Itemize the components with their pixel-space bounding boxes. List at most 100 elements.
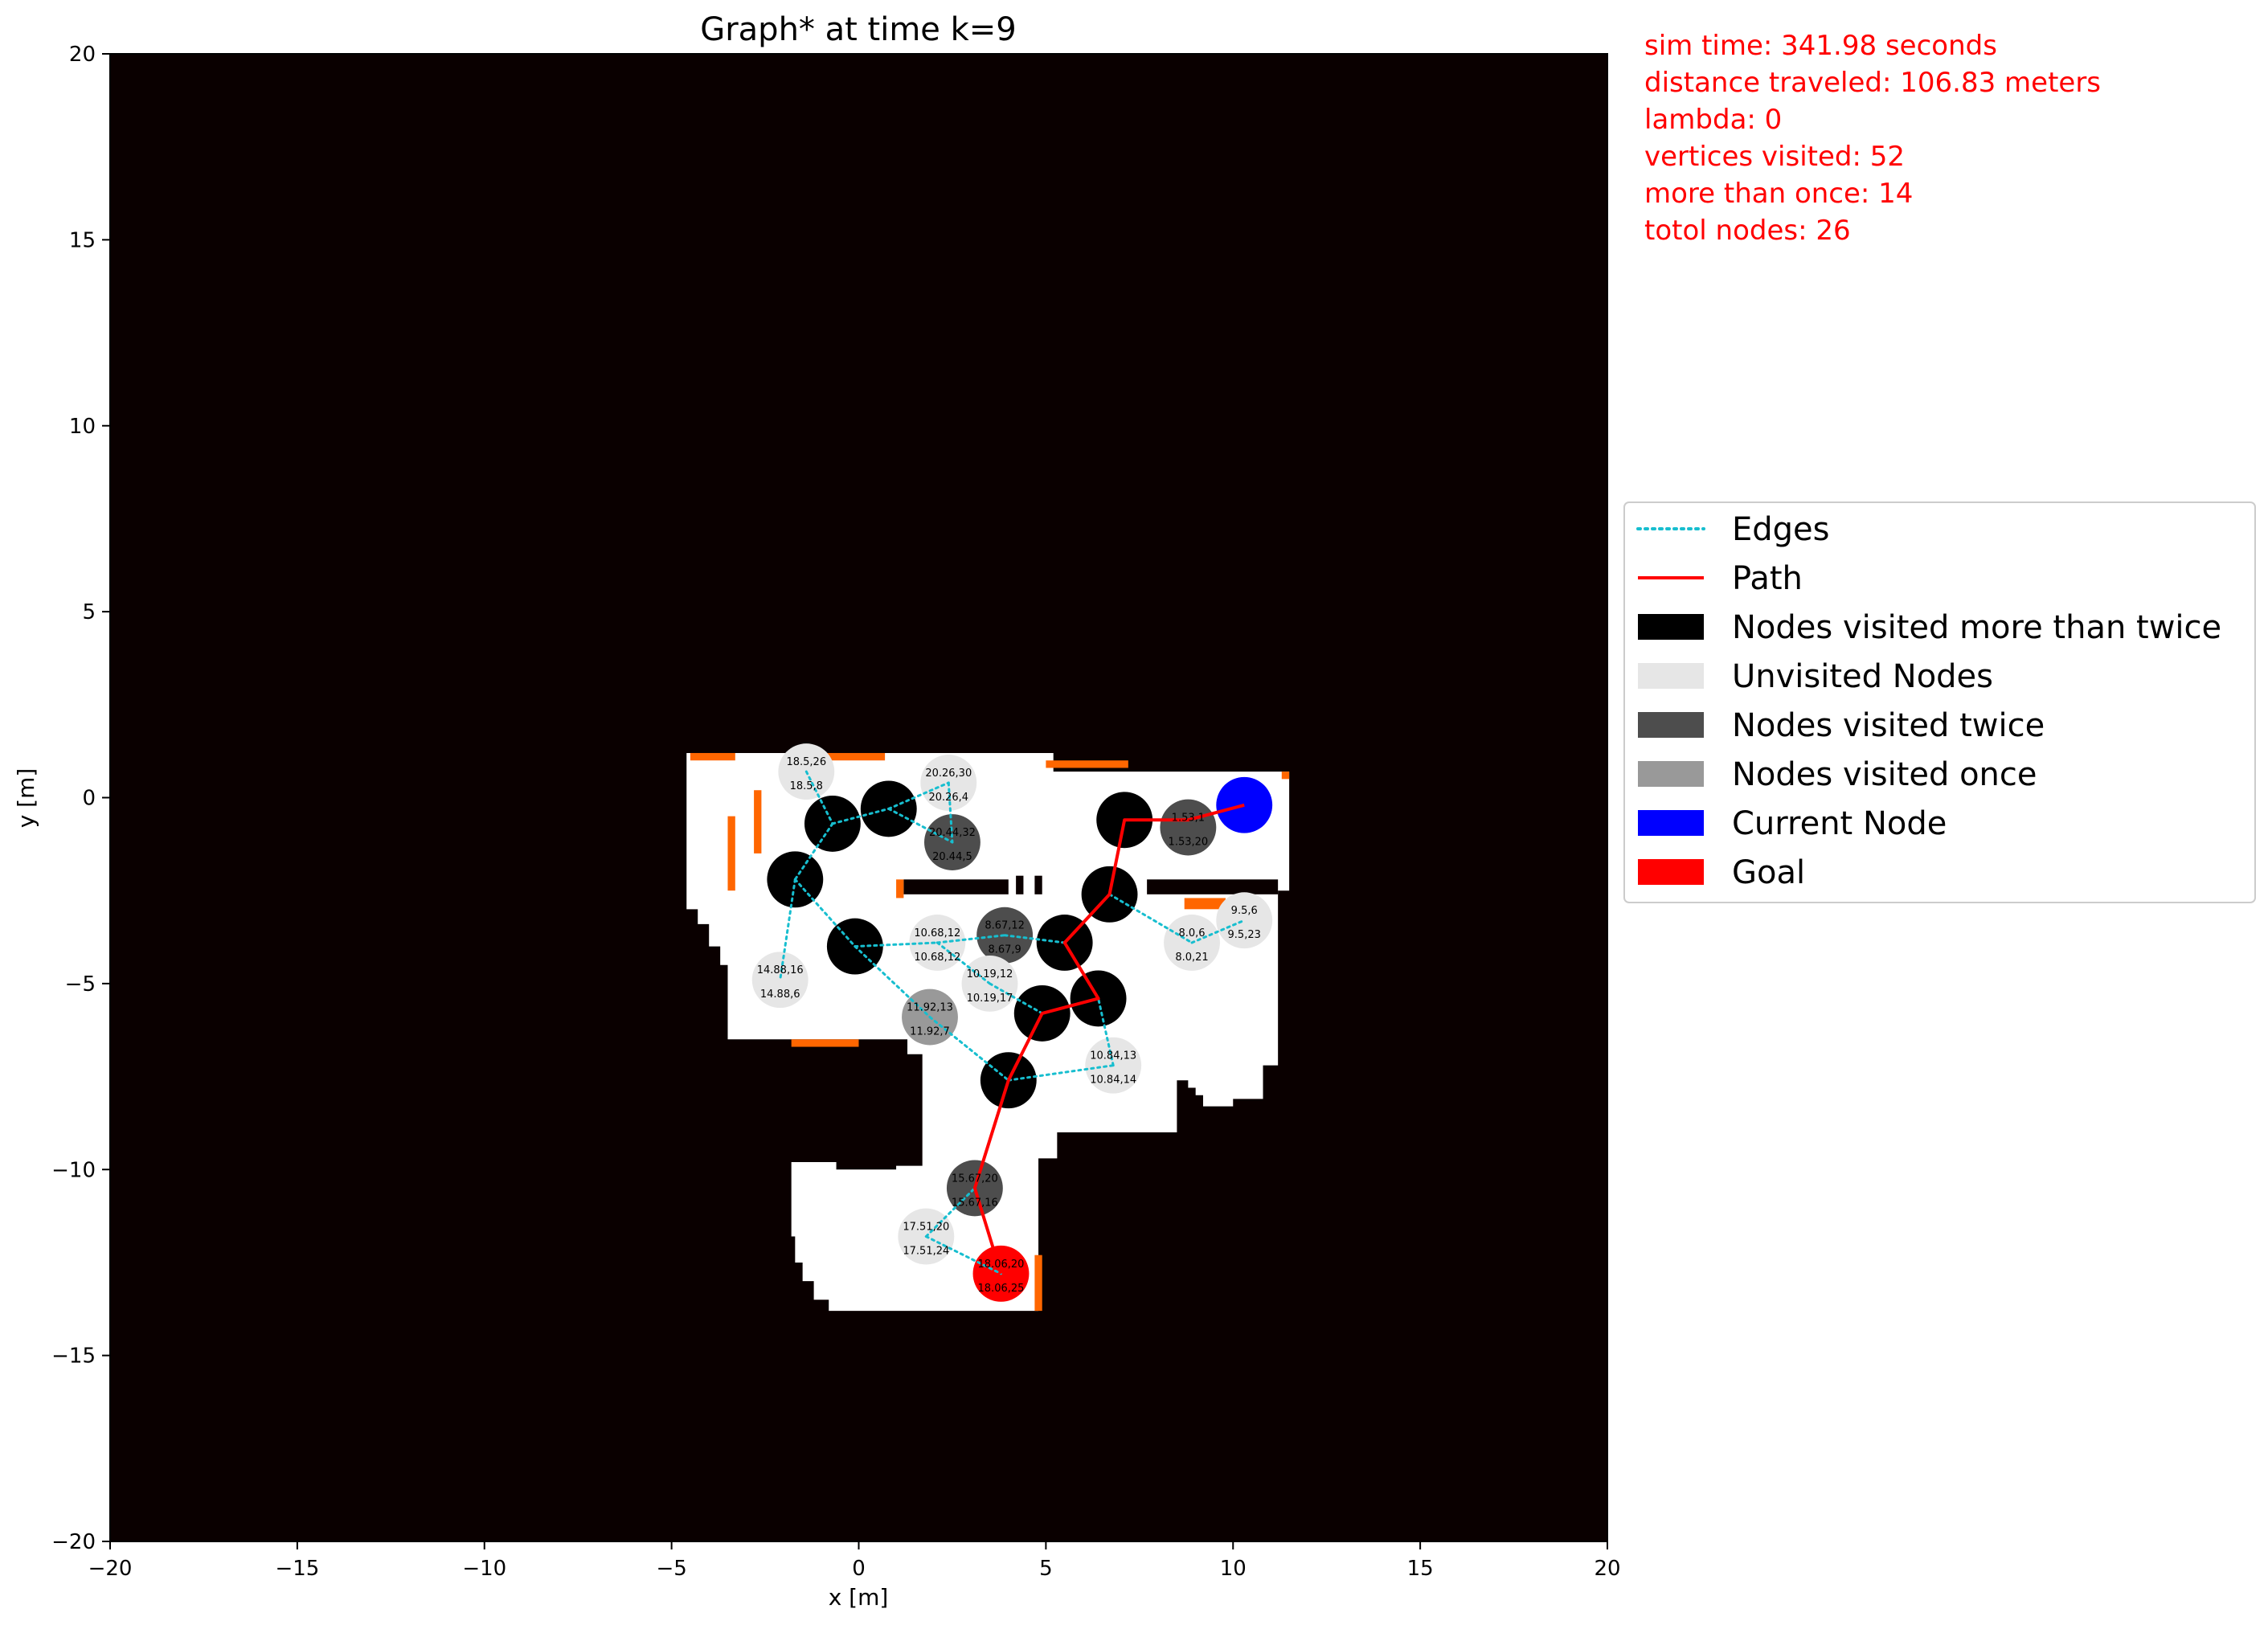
node-label-bottom: 20.26,4 <box>928 792 968 804</box>
x-tick-label: 15 <box>1407 1557 1434 1581</box>
graph-edge <box>887 807 954 844</box>
graph-edge <box>935 941 992 985</box>
graph-edge <box>887 781 950 810</box>
free-space-layer <box>686 752 1290 1312</box>
legend-swatch <box>1638 663 1704 689</box>
node-label-bottom: 1.53,20 <box>1169 837 1209 849</box>
legend-swatch <box>1638 761 1704 787</box>
y-tick-label: 0 <box>82 787 96 811</box>
obstacle-layer <box>903 875 1279 894</box>
y-tick-label: 20 <box>69 43 96 67</box>
node-label-top: 10.68,12 <box>914 927 960 939</box>
node-label-top: 9.5,6 <box>1231 905 1258 917</box>
x-axis-label: x [m] <box>829 1584 889 1611</box>
node-label-bottom: 10.68,12 <box>914 952 960 964</box>
legend-label: Edges <box>1732 511 1830 548</box>
node-label-bottom: 11.92,7 <box>910 1026 950 1038</box>
graph-edge <box>989 982 1044 1015</box>
legend-label: Current Node <box>1732 805 1947 842</box>
graph-edge <box>1097 997 1115 1067</box>
obstacle-block <box>1147 879 1279 894</box>
node-label-top: 1.53,1 <box>1172 812 1205 825</box>
legend-label: Path <box>1732 560 1803 597</box>
x-tick-label: 10 <box>1220 1557 1247 1581</box>
info-line: distance traveled: 106.83 meters <box>1644 67 2101 99</box>
graph-edge <box>924 1186 976 1238</box>
legend-swatch <box>1638 859 1704 885</box>
legend-label: Nodes visited once <box>1732 756 2037 793</box>
frontier-cell <box>1184 898 1226 910</box>
node-label-bottom: 9.5,23 <box>1228 929 1261 941</box>
graph-edge <box>854 941 939 948</box>
y-axis-label: y [m] <box>13 768 39 829</box>
legend-box <box>1623 501 2256 903</box>
graph-edge <box>924 1235 1002 1275</box>
y-tick-label: 5 <box>82 600 96 624</box>
frontier-cell <box>727 816 735 891</box>
chart-title: Graph* at time k=9 <box>700 11 1017 48</box>
obstacle-block <box>903 879 1009 894</box>
y-tick-label: 10 <box>69 415 96 439</box>
graph-node-unvisited <box>751 952 809 1009</box>
path-layer <box>972 803 1245 1275</box>
node-label-bottom: 15.67,16 <box>952 1197 998 1209</box>
x-tick-label: 0 <box>852 1557 866 1581</box>
node-label-top: 18.06,20 <box>978 1259 1025 1271</box>
node-label-bottom: 14.88,6 <box>760 989 800 1001</box>
frontier-cell <box>1034 1255 1042 1312</box>
frontier-layer <box>690 752 1290 1312</box>
edge-layer <box>779 770 1246 1275</box>
legend-swatch <box>1638 614 1704 640</box>
node-label-top: 17.51,20 <box>903 1222 949 1234</box>
x-tick-label: −5 <box>656 1557 686 1581</box>
frontier-cell <box>896 879 904 898</box>
info-line: totol nodes: 26 <box>1644 215 1851 247</box>
node-label-top: 20.44,32 <box>929 827 976 839</box>
x-tick-label: −20 <box>88 1557 133 1581</box>
node-label-bottom: 18.5,8 <box>790 780 823 792</box>
frontier-cell <box>1281 772 1290 780</box>
legend: Edges Path Nodes visited more than twice Un… <box>1623 501 2256 903</box>
node-label-bottom: 20.44,5 <box>932 851 972 863</box>
x-tick-label: 20 <box>1594 1557 1620 1581</box>
legend-swatch <box>1638 810 1704 836</box>
node-label-bottom: 10.84,14 <box>1090 1074 1136 1087</box>
x-tick-label: 5 <box>1039 1557 1053 1581</box>
graph-node-twice <box>1160 799 1217 856</box>
y-tick-label: −15 <box>51 1345 96 1369</box>
node-label-top: 15.67,20 <box>952 1173 998 1185</box>
graph-edge <box>928 1016 1010 1082</box>
graph-edge <box>804 770 834 825</box>
graph-node-unvisited <box>1216 892 1273 949</box>
y-tick-label: 15 <box>69 228 96 252</box>
info-line: more than once: 14 <box>1644 178 1913 210</box>
legend-swatch <box>1638 712 1704 738</box>
info-line: vertices visited: 52 <box>1644 141 1905 173</box>
y-tick-label: −5 <box>65 972 96 997</box>
graph-edge <box>854 945 931 1019</box>
x-tick-label: −10 <box>462 1557 506 1581</box>
node-label-top: 8.0,6 <box>1178 927 1205 939</box>
obstacle-block <box>1016 875 1024 894</box>
node-label-top: 18.5,26 <box>786 756 826 768</box>
graph-edge <box>793 822 834 881</box>
y-axis-ticks: −20 −15 −10 −5 0 5 10 15 20 <box>51 43 110 1554</box>
y-tick-label: −10 <box>51 1158 96 1182</box>
node-label-top: 11.92,13 <box>907 1002 953 1014</box>
legend-label: Nodes visited more than twice <box>1732 609 2221 646</box>
node-label-top: 10.19,12 <box>967 968 1013 980</box>
info-line: sim time: 341.98 seconds <box>1644 30 1997 62</box>
node-label-bottom: 18.06,25 <box>978 1283 1025 1295</box>
graph-edge <box>935 934 1006 944</box>
graph-edge <box>1003 934 1066 944</box>
legend-label: Nodes visited twice <box>1732 707 2045 744</box>
graph-edge <box>947 781 954 844</box>
frontier-cell <box>806 752 886 761</box>
info-text-block: sim time: 341.98 seconds distance travele… <box>1644 30 2101 247</box>
graph-edge <box>779 878 796 981</box>
planned-path <box>972 803 1245 1275</box>
node-label-top: 8.67,12 <box>985 920 1025 932</box>
node-label-top: 20.26,30 <box>925 767 972 780</box>
plot-area: 18.5,26 18.5,8 20.26,30 20.26,4 20.44,32 20.4… <box>109 53 1608 1542</box>
